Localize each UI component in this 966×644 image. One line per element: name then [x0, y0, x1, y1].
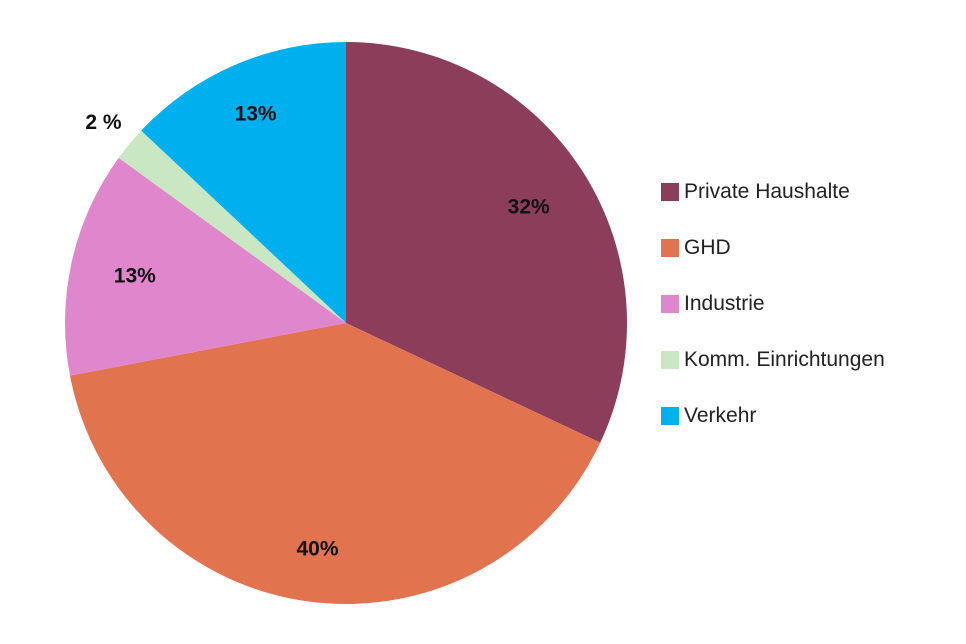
legend: Private Haushalte GHD Industrie Komm. Ei…	[661, 164, 961, 444]
legend-item-verkehr: Verkehr	[661, 388, 961, 444]
legend-label: GHD	[684, 236, 731, 259]
pie-slice-industrie	[65, 157, 347, 376]
legend-swatch	[661, 183, 679, 201]
pie-slices	[65, 41, 628, 604]
legend-swatch	[661, 351, 679, 369]
slice-labels: 32% 40% 13% 2 % 13%	[85, 103, 550, 561]
pie-slice-komm-einrichtungen	[118, 130, 346, 323]
legend-label: Verkehr	[684, 404, 757, 427]
legend-swatch	[661, 295, 679, 313]
legend-label: Industrie	[684, 292, 765, 315]
legend-item-private-haushalte: Private Haushalte	[661, 164, 961, 220]
legend-swatch	[661, 407, 679, 425]
slice-label-komm-einrichtungen: 2 %	[85, 111, 122, 134]
pie-slice-ghd	[69, 323, 601, 604]
slice-label-verkehr: 13%	[235, 103, 277, 126]
legend-swatch	[661, 239, 679, 257]
legend-item-ghd: GHD	[661, 220, 961, 276]
slice-label-private-haushalte: 32%	[508, 196, 550, 219]
legend-label: Private Haushalte	[684, 180, 850, 203]
legend-item-industrie: Industrie	[661, 276, 961, 332]
legend-label: Komm. Einrichtungen	[684, 348, 885, 371]
pie-slice-private-haushalte	[346, 42, 628, 443]
slice-label-ghd: 40%	[296, 537, 338, 560]
pie-slice-verkehr	[141, 41, 346, 323]
slice-label-industrie: 13%	[114, 264, 156, 287]
legend-item-komm-einrichtungen: Komm. Einrichtungen	[661, 332, 961, 388]
